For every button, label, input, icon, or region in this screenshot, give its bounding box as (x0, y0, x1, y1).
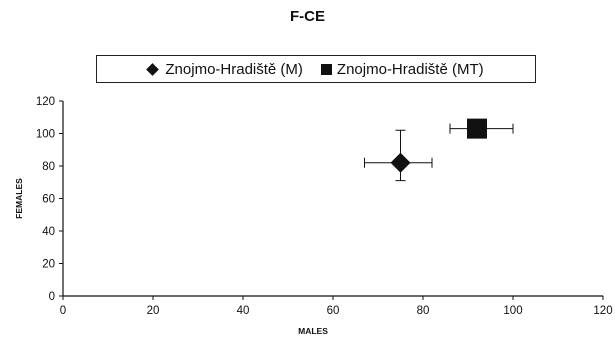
legend-label-m: Znojmo-Hradiště (M) (165, 60, 303, 78)
legend-item-m: Znojmo-Hradiště (M) (146, 60, 303, 78)
y-tick-label: 80 (42, 161, 55, 173)
y-tick-label: 20 (42, 259, 55, 271)
chart-legend: Znojmo-Hradiště (M) Znojmo-Hradiště (MT) (96, 55, 536, 83)
legend-item-mt: Znojmo-Hradiště (MT) (320, 60, 484, 78)
y-tick-label: 60 (42, 194, 55, 206)
legend-label-mt: Znojmo-Hradiště (MT) (336, 60, 484, 78)
square-marker-icon (320, 63, 332, 75)
x-tick-label: 0 (60, 305, 66, 317)
y-tick-label: 40 (42, 226, 55, 238)
data-point-square (467, 118, 487, 139)
y-tick-label: 100 (36, 129, 55, 141)
data-point-diamond (390, 152, 411, 173)
chart-title: F-CE (290, 8, 325, 25)
y-tick-label: 120 (36, 96, 55, 108)
x-tick-label: 100 (503, 305, 522, 317)
x-tick-label: 40 (237, 305, 250, 317)
x-tick-label: 60 (327, 305, 340, 317)
x-axis-label: MALES (298, 326, 328, 336)
x-tick-label: 80 (417, 305, 430, 317)
y-tick-label: 0 (49, 291, 55, 303)
x-tick-label: 20 (147, 305, 160, 317)
y-axis-label: FEMALES (14, 178, 24, 219)
x-tick-label: 120 (593, 305, 612, 317)
